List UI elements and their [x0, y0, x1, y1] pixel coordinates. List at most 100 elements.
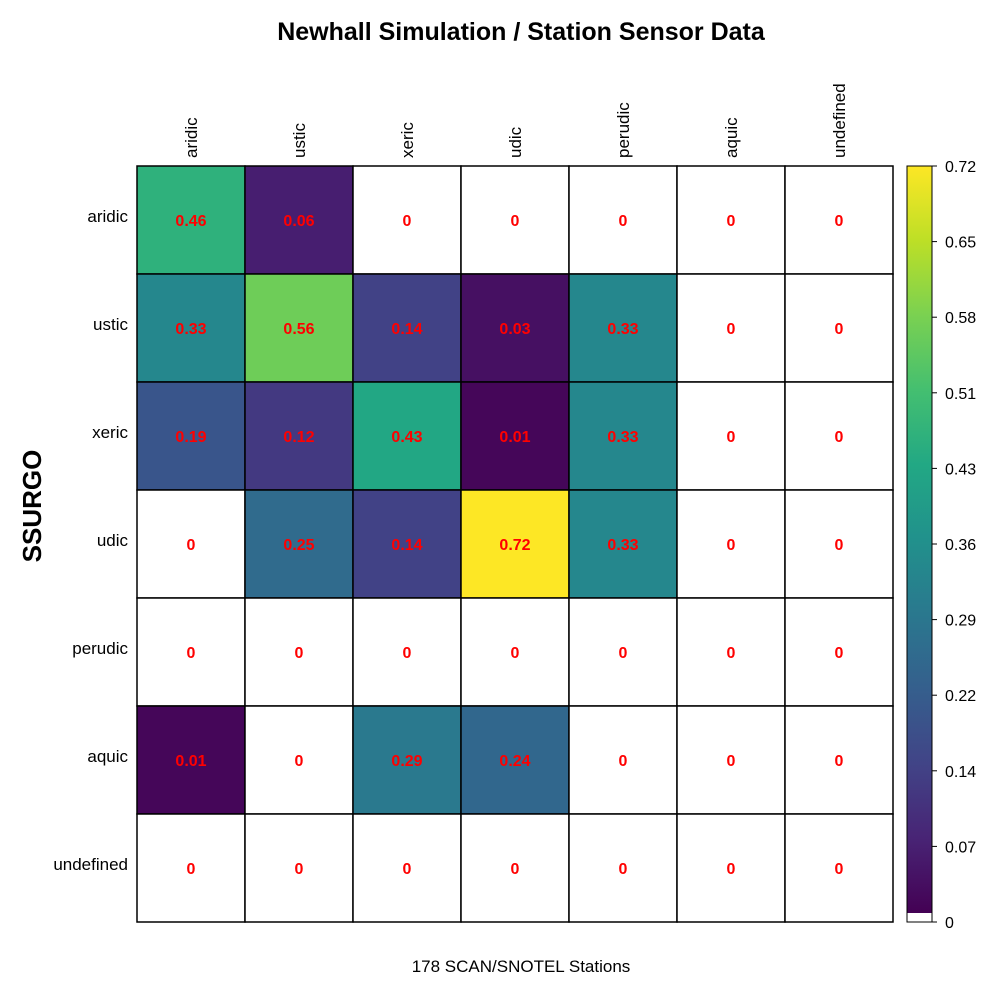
- colorbar-tick-label: 0.51: [945, 386, 976, 403]
- colorbar-tick-label: 0.14: [945, 764, 976, 781]
- heatmap-cell: [784, 489, 894, 599]
- heatmap-cell: [460, 381, 570, 491]
- cell-value-label: 0: [835, 861, 844, 878]
- cell-value-label: 0.01: [499, 429, 530, 446]
- cell-value-label: 0: [295, 753, 304, 770]
- heatmap-cell: [568, 813, 678, 923]
- heatmap-cell: [136, 813, 246, 923]
- heatmap-cell: [352, 705, 462, 815]
- colorbar-tick-label: 0.29: [945, 613, 976, 630]
- cell-value-label: 0: [187, 861, 196, 878]
- heatmap-cell: [568, 381, 678, 491]
- heatmap-cell: [136, 273, 246, 383]
- heatmap-cell: [676, 165, 786, 275]
- heatmap-cell: [784, 273, 894, 383]
- cell-value-label: 0: [403, 213, 412, 230]
- cell-value-label: 0.14: [391, 321, 422, 338]
- colorbar-tick-label: 0.43: [945, 461, 976, 478]
- cell-value-label: 0: [295, 645, 304, 662]
- colorbar-tick-label: 0.07: [945, 839, 976, 856]
- row-label: perudic: [72, 639, 128, 658]
- column-label: aridic: [182, 117, 201, 158]
- cell-value-label: 0.03: [499, 321, 530, 338]
- heatmap-cell: [676, 381, 786, 491]
- colorbar: 0 0.07 0.14 0.22 0.29 0.36 0.43 0.51 0.58 0.65 0.7…: [906, 159, 976, 932]
- colorbar-ticks: 0 0.07 0.14 0.22 0.29 0.36 0.43 0.51 0.58 0.65 0.7…: [932, 159, 976, 932]
- heatmap-cell: [568, 273, 678, 383]
- heatmap-cell: [784, 705, 894, 815]
- row-label: ustic: [93, 315, 128, 334]
- heatmap-cell: [352, 381, 462, 491]
- heatmap-cell: [784, 381, 894, 491]
- colorbar-tick-label: 0.22: [945, 688, 976, 705]
- cell-value-label: 0: [727, 213, 736, 230]
- cell-value-label: 0: [835, 753, 844, 770]
- heatmap-cell: [460, 813, 570, 923]
- cell-value-label: 0: [835, 429, 844, 446]
- cell-value-label: 0: [187, 645, 196, 662]
- row-label: xeric: [92, 423, 128, 442]
- colorbar-gradient: [907, 166, 932, 913]
- cell-value-label: 0.19: [175, 429, 206, 446]
- cell-value-label: 0: [835, 537, 844, 554]
- cell-value-label: 0.33: [607, 429, 638, 446]
- cell-value-label: 0.33: [607, 537, 638, 554]
- cell-value-label: 0: [403, 645, 412, 662]
- colorbar-tick-label: 0.65: [945, 235, 976, 252]
- column-label: ustic: [290, 123, 309, 158]
- heatmap-cell: [136, 165, 246, 275]
- heatmap-cell: [460, 489, 570, 599]
- cell-value-label: 0: [835, 213, 844, 230]
- cell-value-label: 0: [619, 753, 628, 770]
- column-label: undefined: [830, 83, 849, 158]
- heatmap-cell: [352, 597, 462, 707]
- cell-value-label: 0.25: [283, 537, 314, 554]
- column-labels: aridic ustic xeric udic perudic aquic undefine…: [182, 83, 849, 158]
- cell-value-label: 0.29: [391, 753, 422, 770]
- heatmap-cell: [568, 705, 678, 815]
- cell-value-label: 0: [727, 861, 736, 878]
- colorbar-tick-label: 0: [945, 915, 954, 932]
- cell-value-label: 0: [727, 645, 736, 662]
- cell-value-label: 0.46: [175, 213, 206, 230]
- row-label: undefined: [53, 855, 128, 874]
- row-labels: aridic ustic xeric udic perudic aquic undefine…: [53, 207, 128, 874]
- heatmap-cell: [136, 489, 246, 599]
- heatmap-cell: [352, 165, 462, 275]
- colorbar-tick-label: 0.36: [945, 537, 976, 554]
- cell-value-label: 0: [619, 213, 628, 230]
- column-label: udic: [506, 126, 525, 158]
- cell-value-label: 0: [511, 213, 520, 230]
- cell-value-label: 0.56: [283, 321, 314, 338]
- cell-value-label: 0: [619, 645, 628, 662]
- heatmap-cell: [244, 165, 354, 275]
- cell-value-label: 0: [835, 321, 844, 338]
- heatmap-cell: [460, 705, 570, 815]
- heatmap-cell: [784, 813, 894, 923]
- y-axis-label: SSURGO: [17, 450, 47, 563]
- chart-title: Newhall Simulation / Station Sensor Data: [277, 18, 766, 46]
- cell-value-label: 0.72: [499, 537, 530, 554]
- cell-value-label: 0: [511, 645, 520, 662]
- cell-value-label: 0: [511, 861, 520, 878]
- heatmap-cell: [784, 597, 894, 707]
- heatmap-cell: [352, 273, 462, 383]
- cell-value-label: 0.01: [175, 753, 206, 770]
- cell-value-label: 0.14: [391, 537, 422, 554]
- cell-value-label: 0.12: [283, 429, 314, 446]
- colorbar-tick-label: 0.72: [945, 159, 976, 176]
- cell-value-label: 0: [403, 861, 412, 878]
- cell-value-label: 0: [727, 537, 736, 554]
- column-label: perudic: [614, 102, 633, 158]
- cell-value-label: 0.06: [283, 213, 314, 230]
- row-label: aquic: [87, 747, 128, 766]
- heatmap-cell: [136, 597, 246, 707]
- x-axis-label: 178 SCAN/SNOTEL Stations: [412, 957, 631, 976]
- heatmap-cells: 0.46 0.06 0 0 0 0 0 0.33 0.56 0.14 0.03 0.33 0 0 0.19 0…: [136, 165, 894, 923]
- heatmap-cell: [352, 813, 462, 923]
- colorbar-tick-label: 0.58: [945, 310, 976, 327]
- heatmap-cell: [676, 813, 786, 923]
- colorbar-zero-band: [907, 913, 932, 922]
- row-label: aridic: [87, 207, 128, 226]
